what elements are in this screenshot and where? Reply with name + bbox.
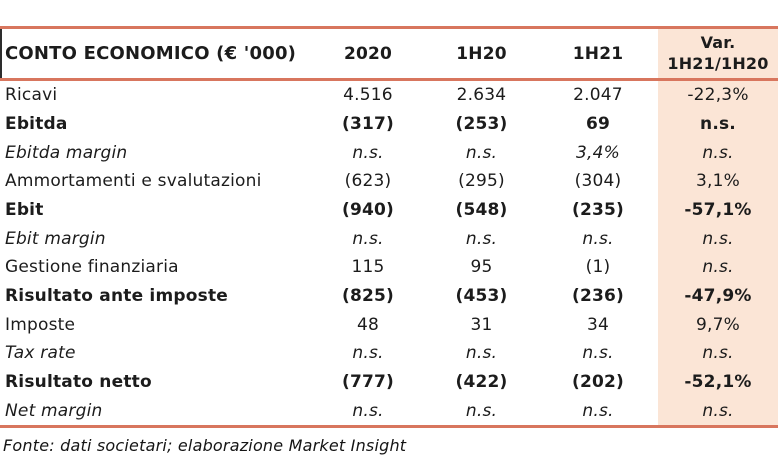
table-header-row: CONTO ECONOMICO (€ '000) 2020 1H20 1H21 … bbox=[0, 29, 778, 81]
row-label: Risultato netto bbox=[5, 371, 152, 392]
cell-2020: n.s. bbox=[352, 142, 384, 163]
cell-1h21: 2.047 bbox=[573, 85, 623, 106]
cell-1h20: (422) bbox=[455, 371, 508, 392]
cell-1h21: (236) bbox=[571, 285, 625, 306]
cell-2020: (825) bbox=[341, 285, 395, 306]
table-row: Risultato ante imposte (825) (453) (236) -47… bbox=[0, 281, 778, 311]
cell-var: n.s. bbox=[658, 338, 778, 368]
header-col-2020: 2020 bbox=[343, 43, 393, 64]
header-left-border bbox=[0, 29, 2, 78]
cell-var: 9,7% bbox=[658, 310, 778, 339]
header-col-var: Var. 1H21/1H20 bbox=[658, 29, 778, 78]
row-label: Net margin bbox=[5, 400, 103, 421]
cell-var: 3,1% bbox=[658, 166, 778, 196]
cell-1h21: (235) bbox=[571, 199, 625, 220]
table-body: Ricavi 4.516 2.634 2.047 -22,3% Ebitda (317) (2… bbox=[0, 81, 778, 425]
cell-1h21: (202) bbox=[571, 371, 625, 392]
cell-1h20: n.s. bbox=[465, 343, 498, 364]
cell-var: n.s. bbox=[658, 252, 778, 282]
row-label: Tax rate bbox=[5, 343, 76, 364]
cell-1h21: 3,4% bbox=[576, 142, 620, 163]
row-label: Imposte bbox=[5, 314, 76, 335]
header-title: CONTO ECONOMICO (€ '000) bbox=[5, 43, 297, 64]
header-col-1h20: 1H20 bbox=[456, 43, 507, 64]
cell-1h21: n.s. bbox=[582, 400, 614, 421]
table-row: Ebitda margin n.s. n.s. 3,4% n.s. bbox=[0, 138, 778, 167]
row-label: Gestione finanziaria bbox=[5, 257, 179, 278]
cell-var: -52,1% bbox=[658, 367, 778, 397]
cell-1h21: (304) bbox=[574, 171, 622, 192]
header-col-var-line1: Var. bbox=[700, 32, 736, 52]
row-label: Ebit margin bbox=[5, 228, 106, 249]
table-row: Imposte 48 31 34 9,7% bbox=[0, 310, 778, 339]
cell-1h21: 69 bbox=[585, 113, 611, 134]
header-col-var-line2: 1H21/1H20 bbox=[667, 53, 769, 73]
table-row: Net margin n.s. n.s. n.s. n.s. bbox=[0, 396, 778, 425]
cell-2020: (940) bbox=[341, 199, 395, 220]
cell-1h20: n.s. bbox=[465, 142, 498, 163]
cell-2020: (317) bbox=[341, 113, 395, 134]
cell-var: n.s. bbox=[658, 138, 778, 167]
row-label: Ammortamenti e svalutazioni bbox=[5, 171, 262, 192]
cell-1h20: (453) bbox=[455, 285, 508, 306]
cell-2020: n.s. bbox=[352, 400, 384, 421]
cell-var: n.s. bbox=[658, 224, 778, 253]
income-statement-table: CONTO ECONOMICO (€ '000) 2020 1H20 1H21 … bbox=[0, 26, 778, 428]
cell-1h20: 31 bbox=[470, 314, 493, 335]
cell-2020: (623) bbox=[344, 171, 392, 192]
cell-1h21: n.s. bbox=[582, 343, 614, 364]
cell-1h20: (548) bbox=[455, 199, 508, 220]
cell-var: -22,3% bbox=[658, 81, 778, 110]
cell-1h21: n.s. bbox=[582, 228, 614, 249]
cell-2020: (777) bbox=[341, 371, 395, 392]
cell-1h21: 34 bbox=[586, 314, 610, 335]
row-label: Risultato ante imposte bbox=[5, 285, 229, 306]
cell-1h20: n.s. bbox=[465, 228, 498, 249]
table-row: Ebit margin n.s. n.s. n.s. n.s. bbox=[0, 224, 778, 253]
table-row: Ricavi 4.516 2.634 2.047 -22,3% bbox=[0, 81, 778, 110]
table-row: Ebitda (317) (253) 69 n.s. bbox=[0, 109, 778, 139]
cell-1h20: (253) bbox=[455, 113, 508, 134]
table-row: Gestione finanziaria 115 95 (1) n.s. bbox=[0, 252, 778, 282]
cell-1h20: (295) bbox=[458, 171, 505, 192]
cell-2020: 115 bbox=[351, 257, 385, 278]
header-col-1h21: 1H21 bbox=[572, 43, 624, 64]
table-row: Ammortamenti e svalutazioni (623) (295) (30… bbox=[0, 166, 778, 196]
cell-1h21: (1) bbox=[585, 257, 611, 278]
cell-1h20: 95 bbox=[470, 257, 493, 278]
row-label: Ricavi bbox=[5, 85, 58, 106]
cell-2020: 4.516 bbox=[343, 85, 393, 106]
cell-2020: n.s. bbox=[352, 228, 384, 249]
cell-var: -57,1% bbox=[658, 195, 778, 225]
cell-var: n.s. bbox=[658, 109, 778, 139]
cell-var: n.s. bbox=[658, 396, 778, 425]
cell-2020: n.s. bbox=[352, 343, 384, 364]
cell-2020: 48 bbox=[356, 314, 380, 335]
row-label: Ebitda margin bbox=[5, 142, 128, 163]
table-row: Risultato netto (777) (422) (202) -52,1% bbox=[0, 367, 778, 397]
cell-1h20: 2.634 bbox=[456, 85, 507, 106]
table-row: Ebit (940) (548) (235) -57,1% bbox=[0, 195, 778, 225]
source-note: Fonte: dati societari; elaborazione Mark… bbox=[3, 435, 407, 455]
row-label: Ebit bbox=[5, 199, 44, 220]
table-row: Tax rate n.s. n.s. n.s. n.s. bbox=[0, 338, 778, 368]
row-label: Ebitda bbox=[5, 113, 68, 134]
cell-var: -47,9% bbox=[658, 281, 778, 311]
cell-1h20: n.s. bbox=[465, 400, 498, 421]
